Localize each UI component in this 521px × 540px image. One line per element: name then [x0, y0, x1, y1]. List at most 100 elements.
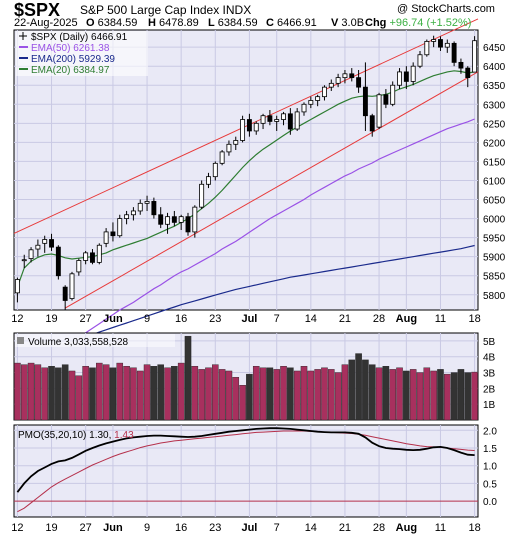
candle: [274, 115, 280, 131]
change-number: +96.74 (+1.52%): [389, 17, 472, 29]
candle: [199, 180, 205, 210]
volume-bar: [157, 364, 164, 421]
volume-bar: [150, 366, 158, 421]
legend-label: EMA(200) 5929.39: [31, 54, 115, 65]
volume-bar: [457, 369, 465, 421]
candle: [212, 161, 218, 181]
legend-label: EMA(50) 6261.38: [31, 43, 110, 54]
close-label: C: [266, 17, 274, 29]
candle: [14, 277, 20, 303]
candle-body-up: [226, 143, 232, 153]
volume-bar: [191, 366, 199, 421]
candle-body-up: [117, 218, 123, 237]
x-tick-label: 21: [339, 313, 351, 325]
candle: [444, 39, 450, 53]
candle-body-up: [322, 86, 327, 98]
candle-body-up: [28, 249, 34, 259]
candle: [260, 113, 266, 130]
candle-body-down: [246, 119, 252, 132]
candle-body-up: [301, 103, 307, 113]
volume-bar: [130, 367, 137, 421]
copyright-label: @ StockCharts.com: [397, 3, 495, 15]
volume-bar: [61, 364, 69, 421]
volume-panel: 1B 2B 3B 4B 5B Volume 3,033,558,528: [13, 332, 496, 421]
candle-body-down: [287, 113, 293, 130]
legend-label: $SPX (Daily) 6466.91: [31, 32, 128, 43]
x-tick-label: 23: [209, 522, 221, 534]
candle-body-up: [240, 119, 246, 141]
ema50-line: [16, 118, 475, 395]
candle-body-down: [90, 252, 95, 263]
volume-bar: [20, 364, 28, 421]
price-y-tick-label: 6050: [483, 196, 506, 207]
volume-bar: [82, 366, 89, 421]
x-tick-label: 28: [373, 522, 385, 534]
legend-label: EMA(20) 6384.97: [31, 65, 110, 76]
candle: [110, 222, 116, 242]
pmo-y-tick-label: 0.0: [483, 497, 497, 508]
price-y-tick-label: 5800: [483, 291, 506, 302]
candle: [322, 85, 327, 101]
pmo-x-axis: 12 19 27 Jun 9 16 23 Jul 7 14 21 28 Aug 11 18: [11, 522, 480, 534]
candle-body-up: [417, 54, 423, 67]
volume-bar: [409, 369, 417, 421]
candle-body-up: [83, 252, 89, 261]
candle-body-down: [362, 86, 368, 117]
candle: [219, 150, 225, 166]
candle-body-up: [431, 39, 437, 42]
price-y-tick-label: 5950: [483, 234, 506, 245]
x-tick-label: Jul: [241, 522, 257, 534]
high-number: 6478.89: [159, 17, 199, 29]
candle-body-up: [219, 151, 225, 164]
volume-bar: [423, 367, 431, 421]
candle-body-up: [206, 176, 211, 185]
candle-body-up: [397, 71, 402, 86]
x-tick-label: 12: [11, 313, 23, 325]
volume-bar: [246, 373, 253, 421]
x-tick-label: Jun: [103, 522, 123, 534]
volume-bar: [307, 370, 315, 421]
candle-body-up: [342, 73, 348, 79]
volume-bar: [259, 367, 267, 421]
volume-label: V: [331, 17, 339, 29]
candle: [403, 66, 409, 90]
candle-body-up: [294, 111, 300, 130]
candle-body-up: [42, 239, 48, 244]
candle-body-up: [165, 216, 170, 225]
volume-y-tick-label: 3B: [483, 369, 496, 380]
volume-bar: [225, 370, 233, 421]
price-y-tick-label: 6300: [483, 100, 506, 111]
x-tick-label: Aug: [396, 313, 417, 325]
volume-bar: [382, 366, 390, 421]
open-label: O: [86, 17, 95, 29]
x-tick-label: 28: [373, 313, 385, 325]
candle-body-up: [103, 231, 109, 244]
candle: [137, 199, 143, 215]
price-y-tick-label: 6150: [483, 157, 506, 168]
pmo-plot-area: [13, 424, 479, 518]
volume-bar: [68, 370, 76, 421]
candle: [178, 214, 184, 230]
x-tick-label: 27: [80, 522, 92, 534]
volume-bar: [328, 369, 335, 421]
candle-body-down: [458, 61, 464, 69]
volume-bar: [41, 367, 48, 421]
candle-body-up: [253, 122, 259, 132]
volume-bar: [368, 364, 376, 421]
candle: [62, 285, 68, 310]
candle: [49, 233, 54, 251]
candle: [158, 207, 164, 229]
pmo-y-tick-label: 2.0: [483, 426, 497, 437]
candle: [96, 243, 102, 265]
candle: [301, 102, 307, 116]
candle-body-down: [267, 115, 273, 122]
candle-body-up: [199, 183, 205, 208]
volume-bar: [450, 372, 458, 421]
volume-bar: [293, 370, 301, 421]
legend-background: [16, 31, 148, 76]
volume-bar: [75, 375, 83, 421]
candle-body-down: [383, 94, 389, 105]
candle: [424, 39, 430, 57]
candle-body-up: [260, 115, 266, 124]
